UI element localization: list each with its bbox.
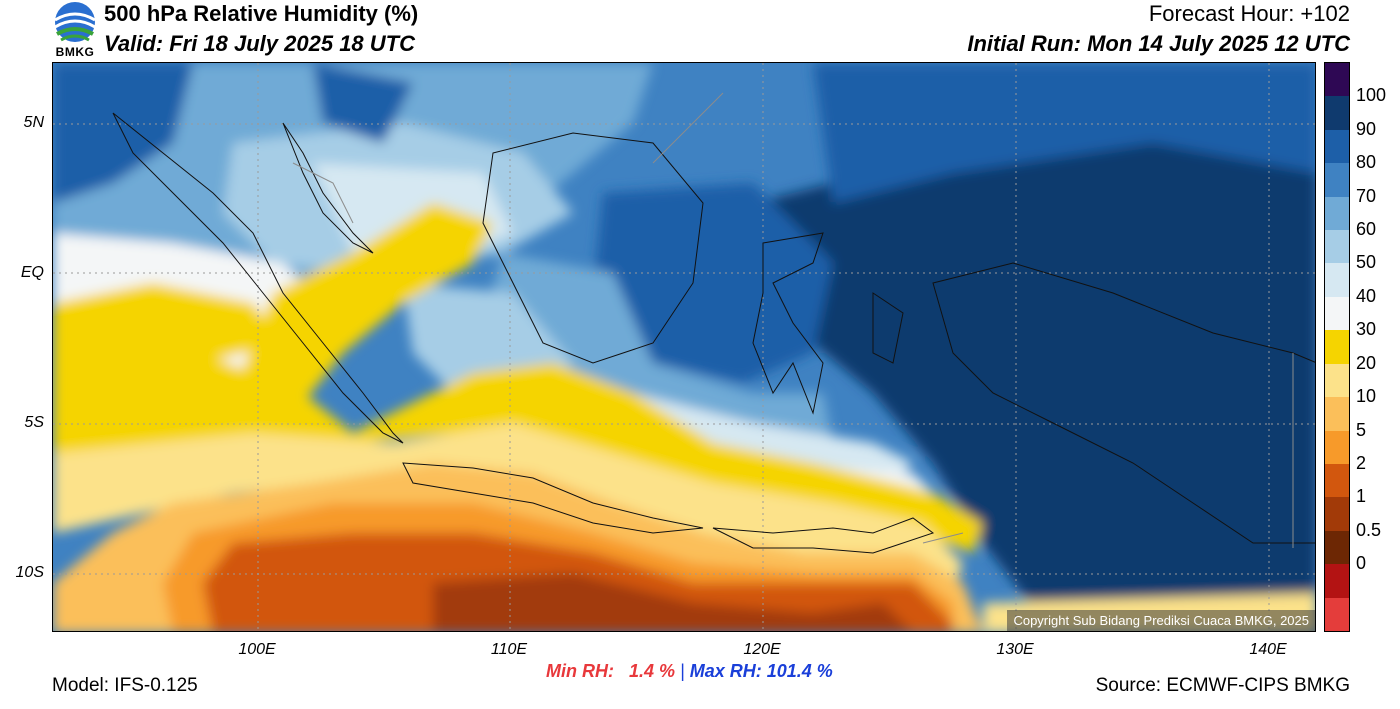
colorbar-label: 50 — [1356, 252, 1377, 273]
colorbar-label: 40 — [1356, 285, 1377, 306]
colorbar-segment — [1325, 63, 1349, 97]
colorbar-segment — [1325, 129, 1349, 164]
colorbar-segment — [1325, 430, 1349, 465]
lon-label-110e: 110E — [490, 641, 528, 658]
colorbar-label: 10 — [1356, 386, 1377, 407]
lat-label-eq: EQ — [20, 264, 44, 281]
colorbar-label: 0 — [1356, 553, 1367, 574]
rh-stats: Min RH: 1.4 % | Max RH: 101.4 % — [546, 661, 833, 682]
sulawesi-coast — [752, 232, 824, 415]
map-title: 500 hPa Relative Humidity (%) — [104, 1, 419, 26]
colorbar-label: 100 — [1356, 85, 1387, 106]
initial-run: Initial Run: Mon 14 July 2025 12 UTC — [967, 31, 1350, 56]
max-rh: Max RH: 101.4 % — [689, 661, 833, 681]
model-info: Model: IFS-0.125 — [52, 675, 198, 696]
colorbar-segment — [1325, 96, 1349, 131]
colorbar-label: 30 — [1356, 319, 1377, 340]
lat-label-10s: 10S — [15, 564, 44, 581]
colorbar-label: 0.5 — [1356, 519, 1382, 540]
forecast-hour: Forecast Hour: +102 — [1148, 1, 1350, 26]
colorbar-segment — [1325, 196, 1349, 231]
nusa-tenggara-coast — [712, 517, 935, 554]
maluku-coast — [872, 292, 904, 364]
sumatra-coast — [112, 112, 404, 444]
colorbar-segment — [1325, 363, 1349, 398]
colorbar-segment — [1325, 263, 1349, 298]
colorbar-segment — [1325, 330, 1349, 365]
borneo-coast — [482, 132, 704, 364]
source-info: Source: ECMWF-CIPS BMKG — [1095, 675, 1350, 696]
colorbar-label: 1 — [1356, 486, 1367, 507]
lat-label-5n: 5N — [23, 114, 44, 131]
colorbar-label: 2 — [1356, 452, 1367, 473]
humidity-map: Copyright Sub Bidang Prediksi Cuaca BMKG… — [52, 62, 1316, 632]
colorbar-segment — [1325, 497, 1349, 532]
lon-label-100e: 100E — [238, 641, 276, 658]
stats-separator: | — [675, 661, 690, 681]
colorbar-label: 20 — [1356, 352, 1377, 373]
colorbar-label: 80 — [1356, 152, 1377, 173]
colorbar-label: 90 — [1356, 118, 1377, 139]
colorbar-segment — [1325, 463, 1349, 498]
lon-label-120e: 120E — [743, 641, 781, 658]
colorbar-label: 60 — [1356, 219, 1377, 240]
colorbar-segment — [1325, 530, 1349, 565]
copyright-notice: Copyright Sub Bidang Prediksi Cuaca BMKG… — [1007, 610, 1315, 631]
colorbar-label: 70 — [1356, 185, 1377, 206]
bmkg-logo — [54, 2, 96, 42]
border-lines — [292, 92, 1294, 548]
colorbar-segment — [1325, 296, 1349, 331]
colorbar-segment — [1325, 564, 1349, 599]
colorbar-segment — [1325, 597, 1349, 632]
humidity-field — [53, 63, 1315, 631]
colorbar-segment — [1325, 397, 1349, 432]
colorbar — [1324, 62, 1350, 632]
logo-text: BMKG — [55, 45, 95, 59]
colorbar-segment — [1325, 230, 1349, 264]
java-coast — [402, 462, 704, 534]
valid-time: Valid: Fri 18 July 2025 18 UTC — [104, 31, 415, 56]
lat-label-5s: 5S — [24, 414, 44, 431]
min-rh: Min RH: 1.4 % — [546, 661, 676, 681]
papua-coast — [932, 262, 1315, 544]
colorbar-segment — [1325, 163, 1349, 198]
lon-label-140e: 140E — [1249, 641, 1287, 658]
colorbar-label: 5 — [1356, 419, 1367, 440]
malay-peninsula-coast — [282, 122, 374, 254]
lon-label-130e: 130E — [996, 641, 1034, 658]
